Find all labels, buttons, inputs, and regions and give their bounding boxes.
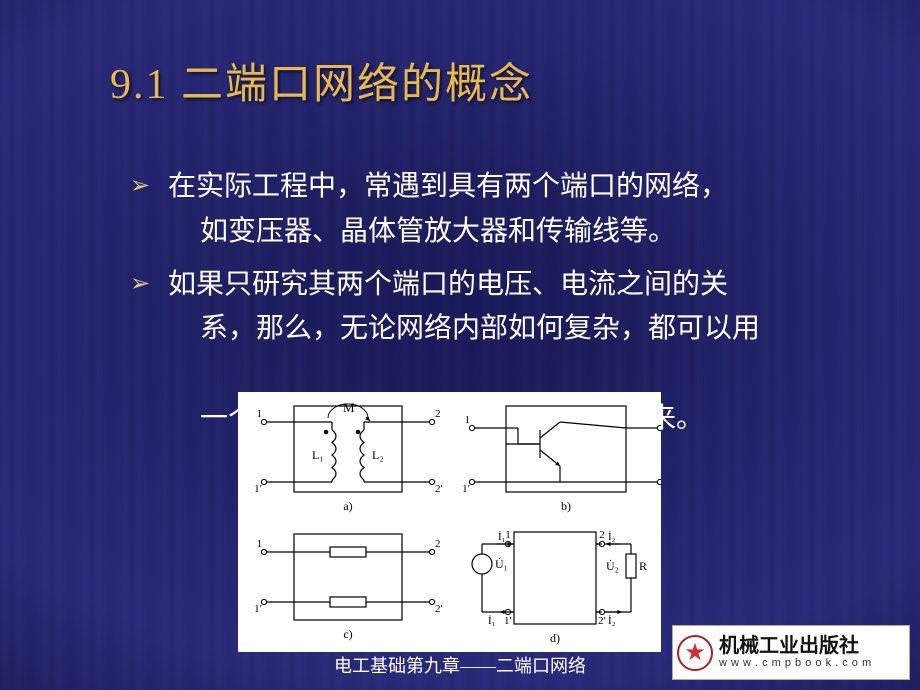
svg-text:2′: 2′: [435, 603, 443, 615]
svg-text:d): d): [550, 631, 560, 645]
bullet-1: 在实际工程中，常遇到具有两个端口的网络， 如变压器、晶体管放大器和传输线等。: [130, 165, 860, 255]
svg-text:2: 2: [599, 529, 605, 541]
svg-text:İ₂: İ₂: [608, 531, 616, 543]
bullet-1-line1: 在实际工程中，常遇到具有两个端口的网络，: [168, 171, 728, 202]
svg-text:İ₁: İ₁: [488, 615, 496, 627]
svg-text:1′: 1′: [254, 603, 262, 615]
svg-text:b): b): [561, 499, 571, 513]
svg-text:U̇₂: U̇₂: [606, 559, 619, 573]
svg-text:R: R: [639, 559, 647, 573]
svg-text:1′: 1′: [462, 483, 470, 495]
svg-text:1: 1: [257, 408, 263, 420]
svg-text:2′: 2′: [435, 483, 443, 495]
bullet-1-line2: 如变压器、晶体管放大器和传输线等。: [168, 210, 860, 255]
svg-text:1′: 1′: [504, 615, 512, 627]
svg-text:U̇₁: U̇₁: [495, 557, 508, 571]
svg-text:İ₁: İ₁: [498, 531, 506, 543]
svg-text:1: 1: [505, 529, 511, 541]
svg-text:1′: 1′: [254, 483, 262, 495]
bullet-2-line1: 如果只研究其两个端口的电压、电流之间的关: [168, 269, 728, 300]
logo-cn: 机械工业出版社: [719, 635, 872, 657]
svg-text:2′: 2′: [598, 615, 606, 627]
svg-text:L₁: L₁: [312, 448, 324, 462]
svg-text:2: 2: [435, 408, 441, 420]
star-icon: ★: [677, 635, 713, 671]
circuit-diagram-svg: 1 1′ 2 2′ L₁ L₂ Ma) 1 1′ 2 2′ b) 1 1′ 2 2′ c) U̇₁ 1 1′ İ₁ İ₁ U…: [238, 392, 661, 652]
logo-en: w w w . c m p b o o k . c o m: [719, 657, 872, 669]
svg-text:c): c): [343, 627, 352, 641]
svg-text:1: 1: [465, 414, 471, 426]
svg-text:M: M: [343, 400, 355, 415]
bullet-2-line2: 系，那么，无论网络内部如何复杂，都可以用: [168, 307, 860, 352]
svg-text:a): a): [343, 499, 352, 513]
svg-text:İ₂: İ₂: [608, 615, 616, 627]
svg-text:L₂: L₂: [372, 448, 384, 462]
slide: 9.1 二端口网络的概念 在实际工程中，常遇到具有两个端口的网络， 如变压器、晶…: [0, 0, 920, 690]
circuit-diagram-panel: 1 1′ 2 2′ L₁ L₂ Ma) 1 1′ 2 2′ b) 1 1′ 2 2′ c) U̇₁ 1 1′ İ₁ İ₁ U…: [238, 392, 661, 652]
logo-text: 机械工业出版社 w w w . c m p b o o k . c o m: [719, 635, 872, 669]
svg-text:2: 2: [435, 538, 441, 550]
publisher-logo: ★ 机械工业出版社 w w w . c m p b o o k . c o m: [672, 625, 910, 680]
slide-title: 9.1 二端口网络的概念: [110, 50, 533, 111]
svg-text:1: 1: [257, 538, 263, 550]
